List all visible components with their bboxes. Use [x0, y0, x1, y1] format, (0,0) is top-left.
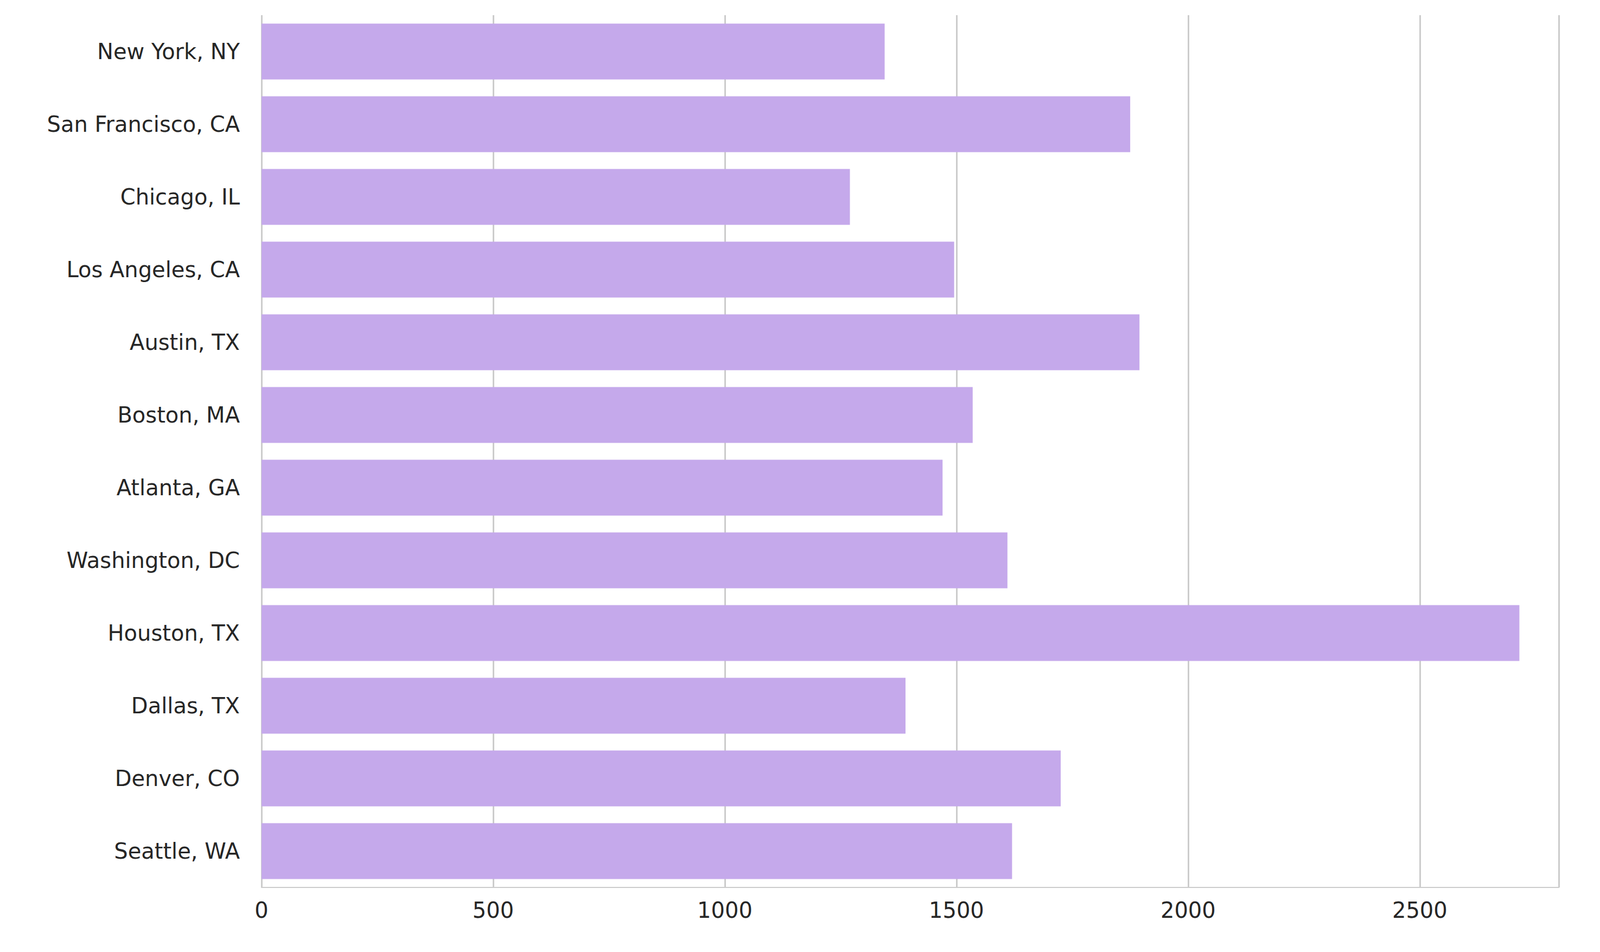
svg-text:1000: 1000: [697, 897, 753, 923]
svg-text:Los Angeles, CA: Los Angeles, CA: [66, 257, 240, 283]
svg-text:1500: 1500: [928, 897, 985, 923]
svg-text:Denver, CO: Denver, CO: [115, 766, 240, 792]
svg-text:New York, NY: New York, NY: [97, 39, 241, 65]
svg-text:Boston, MA: Boston, MA: [117, 402, 240, 428]
svg-text:0: 0: [254, 897, 269, 923]
svg-text:Seattle, WA: Seattle, WA: [113, 838, 240, 864]
svg-text:2000: 2000: [1160, 897, 1216, 923]
svg-text:Austin, TX: Austin, TX: [129, 329, 240, 355]
svg-text:Washington, DC: Washington, DC: [66, 547, 240, 573]
svg-text:Atlanta, GA: Atlanta, GA: [116, 475, 241, 501]
svg-text:Chicago, IL: Chicago, IL: [120, 184, 241, 210]
svg-text:500: 500: [472, 897, 514, 923]
svg-text:2500: 2500: [1392, 897, 1448, 923]
svg-text:Dallas, TX: Dallas, TX: [131, 693, 240, 719]
svg-text:San Francisco, CA: San Francisco, CA: [46, 111, 240, 137]
svg-text:Houston, TX: Houston, TX: [107, 620, 240, 646]
